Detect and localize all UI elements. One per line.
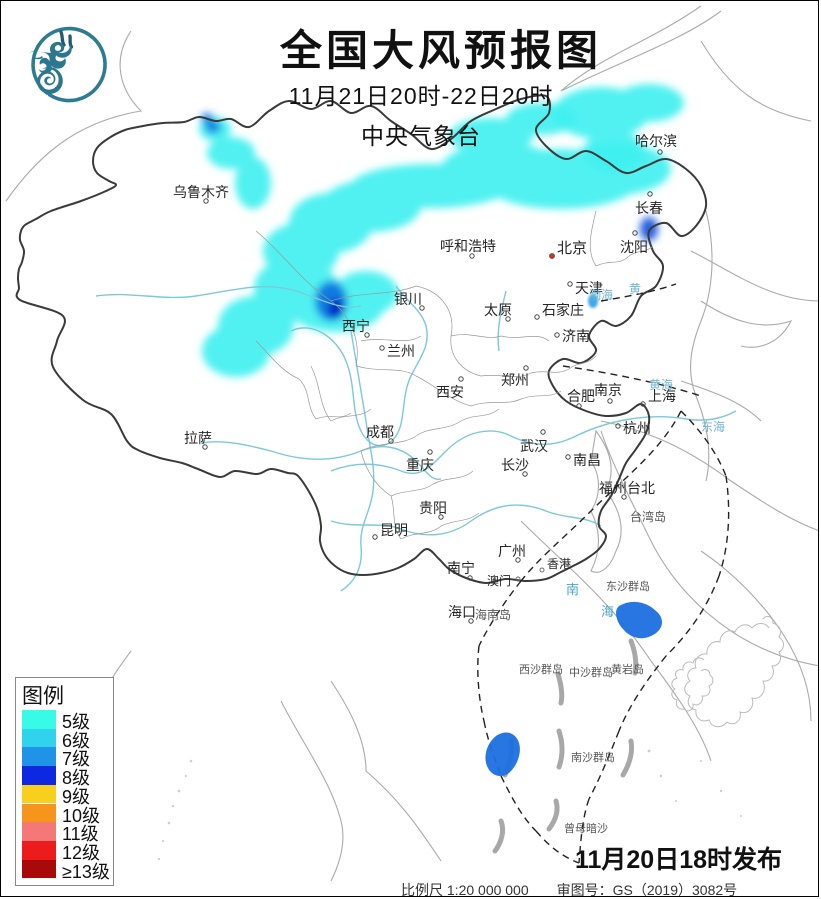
svg-text:南京: 南京 xyxy=(594,382,622,398)
svg-text:曾母暗沙: 曾母暗沙 xyxy=(564,821,608,835)
svg-text:银川: 银川 xyxy=(394,291,422,307)
svg-text:昆明: 昆明 xyxy=(380,522,408,538)
svg-text:杭州: 杭州 xyxy=(623,420,651,436)
svg-text:海南岛: 海南岛 xyxy=(475,607,511,622)
svg-text:济南: 济南 xyxy=(562,328,590,344)
svg-text:郑州: 郑州 xyxy=(501,372,529,388)
svg-text:重庆: 重庆 xyxy=(406,457,434,473)
svg-text:澳门: 澳门 xyxy=(487,573,511,588)
svg-text:东沙群岛: 东沙群岛 xyxy=(606,579,650,593)
svg-text:太原: 太原 xyxy=(484,302,512,318)
svg-text:台湾岛: 台湾岛 xyxy=(630,509,666,524)
svg-text:长沙: 长沙 xyxy=(501,457,529,473)
svg-text:兰州: 兰州 xyxy=(387,343,415,359)
svg-text:成都: 成都 xyxy=(366,424,394,440)
svg-text:合肥: 合肥 xyxy=(567,388,595,404)
svg-text:广州: 广州 xyxy=(498,543,526,559)
svg-text:北京: 北京 xyxy=(557,240,587,257)
svg-text:呼和浩特: 呼和浩特 xyxy=(440,238,496,254)
svg-text:武汉: 武汉 xyxy=(520,438,548,454)
svg-text:南: 南 xyxy=(566,582,579,597)
svg-text:贵阳: 贵阳 xyxy=(419,500,447,516)
svg-text:福州台北: 福州台北 xyxy=(599,480,655,496)
svg-text:香港: 香港 xyxy=(547,557,571,571)
svg-text:乌鲁木齐: 乌鲁木齐 xyxy=(173,184,229,200)
svg-text:长春: 长春 xyxy=(635,200,663,216)
svg-text:黄岩岛: 黄岩岛 xyxy=(611,662,644,676)
svg-text:黄: 黄 xyxy=(629,282,641,296)
svg-text:渤海: 渤海 xyxy=(589,287,613,302)
svg-text:南沙群岛: 南沙群岛 xyxy=(571,750,615,764)
svg-text:西宁: 西宁 xyxy=(342,318,370,334)
svg-text:黄海: 黄海 xyxy=(649,377,673,392)
svg-text:石家庄: 石家庄 xyxy=(542,302,584,318)
svg-text:沈阳: 沈阳 xyxy=(620,239,648,255)
svg-text:西沙群岛: 西沙群岛 xyxy=(519,662,563,676)
svg-text:东海: 东海 xyxy=(701,419,725,434)
svg-text:中沙群岛: 中沙群岛 xyxy=(569,665,613,679)
svg-text:海口: 海口 xyxy=(448,604,476,620)
svg-text:西安: 西安 xyxy=(436,384,464,400)
svg-text:海: 海 xyxy=(601,604,614,619)
svg-text:拉萨: 拉萨 xyxy=(184,430,212,446)
svg-text:南宁: 南宁 xyxy=(447,560,475,576)
svg-text:哈尔滨: 哈尔滨 xyxy=(635,133,677,149)
svg-text:南昌: 南昌 xyxy=(573,452,601,468)
